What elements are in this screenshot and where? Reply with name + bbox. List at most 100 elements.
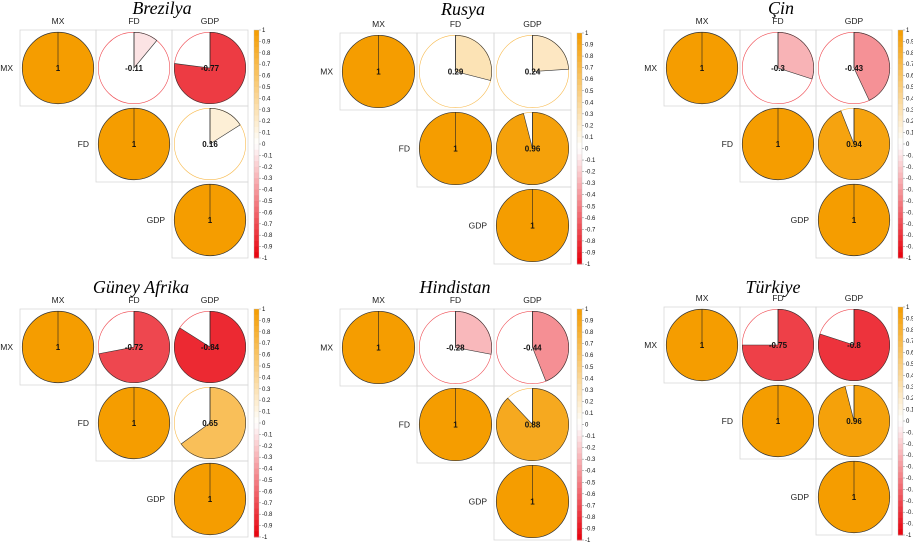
colorbar-segment [898,415,903,422]
panel-6: Türkiye MX MX FD FD GDP GDP 1 -0.75 -0.8 1 0.96 1 1 0.… [644,277,913,539]
colorbar-tick-label: 0.7 [585,66,594,72]
colorbar-segment [898,460,903,467]
colorbar-segment [577,332,582,339]
colorbar-segment [898,178,903,185]
colorbar-tick-label: -0.9 [262,245,273,251]
colorbar-segment [577,516,582,524]
colorbar-segment [577,401,582,408]
colorbar-segment [254,360,259,367]
colorbar-segment [577,441,582,448]
colorbar-segment [898,438,903,445]
colorbar-segment [898,52,903,59]
colorbar-segment [898,246,903,253]
colorbar-segment [898,161,903,168]
correlation-pie-slice [777,31,814,80]
colorbar-segment [898,398,903,405]
colorbar-tick-label: 0 [262,142,266,148]
row-label: GDP [147,215,166,225]
colorbar-segment [898,104,903,111]
colorbar-tick-label: 0.2 [262,398,271,404]
colorbar-tick-label: -1 [262,535,268,541]
colorbar-segment [577,366,582,373]
colorbar-tick-label: 0.4 [262,96,271,102]
colorbar-segment [898,166,903,173]
colorbar-tick-label: -0.3 [906,453,913,459]
colorbar-segment [254,166,259,173]
correlation-value-label: 1 [208,495,213,504]
colorbar-segment [898,375,903,382]
colorbar-segment [254,508,259,515]
row-label: GDP [147,494,166,504]
colorbar-segment [254,35,259,42]
colorbar-tick-label: 1 [262,307,266,313]
colorbar-tick-label: 0.2 [585,399,594,405]
colorbar-segment [898,155,903,162]
colorbar-segment [898,341,903,348]
colorbar-segment [577,436,582,443]
colorbar-tick-label: -0.9 [262,524,273,530]
colorbar-tick-label: 0.4 [262,375,271,381]
column-label: GDP [845,293,864,303]
colorbar-segment [577,360,582,368]
colorbar-segment [254,240,259,247]
row-label: MX [320,343,333,353]
colorbar-segment [577,499,582,506]
colorbar-segment [577,384,582,391]
colorbar-segment [254,229,259,236]
colorbar-segment [898,529,903,536]
colorbar-tick-label: -0.3 [585,457,596,463]
row-label: FD [78,418,89,428]
colorbar-segment [577,505,582,512]
colorbar-segment [898,455,903,462]
colorbar-segment [254,394,259,401]
colorbar-segment [254,104,259,111]
colorbar-segment [898,443,903,450]
row-label: FD [399,420,410,430]
correlation-value-label: 1 [56,343,61,352]
colorbar-segment [254,337,259,344]
colorbar-tick-label: -0.4 [906,465,913,471]
colorbar-segment [577,453,582,460]
colorbar-segment [898,307,903,314]
colorbar-segment [254,348,259,355]
colorbar-segment [577,223,582,230]
matrix-cell [171,181,249,259]
colorbar-tick-label: -0.9 [906,522,913,528]
row-label: GDP [469,221,488,231]
colorbar-segment [898,386,903,393]
colorbar-segment [254,126,259,133]
correlation-value-label: -0.43 [845,64,864,73]
matrix-cell [815,458,893,536]
colorbar-tick-label: -1 [585,538,591,544]
colorbar-tick-label: -0.8 [262,233,273,239]
colorbar-tick-label: 0.8 [585,330,594,336]
colorbar-tick-label: 0.1 [906,131,913,137]
colorbar-tick-label: 0.4 [906,373,913,379]
colorbar-tick-label: 0.3 [585,388,594,394]
colorbar-tick-label: 0.1 [585,411,594,417]
colorbar-tick-label: -0.5 [906,199,913,205]
column-label: FD [772,293,783,303]
colorbar-segment [254,64,259,71]
colorbar-segment [898,432,903,439]
colorbar-segment [577,258,582,265]
colorbar-tick-label: 0.5 [906,85,913,91]
colorbar-tick-label: 1 [585,31,589,37]
colorbar-segment [898,109,903,116]
column-label: GDP [201,16,220,26]
panel-title: Brezilya [132,0,191,18]
correlation-value-label: 1 [376,68,381,77]
colorbar-segment [898,64,903,71]
colorbar-segment [254,201,259,208]
colorbar-segment [577,430,582,437]
colorbar-tick-label: -0.1 [906,153,913,159]
colorbar-tick-label: 0.9 [906,316,913,322]
colorbar-segment [898,478,903,485]
colorbar-tick-label: -0.6 [262,489,273,495]
colorbar-segment [254,87,259,94]
colorbar-tick-label: -0.3 [262,455,273,461]
colorbar-segment [254,58,259,65]
colorbar-tick-label: -0.2 [262,165,273,171]
correlation-value-label: -0.77 [201,64,220,73]
colorbar-segment [254,377,259,384]
